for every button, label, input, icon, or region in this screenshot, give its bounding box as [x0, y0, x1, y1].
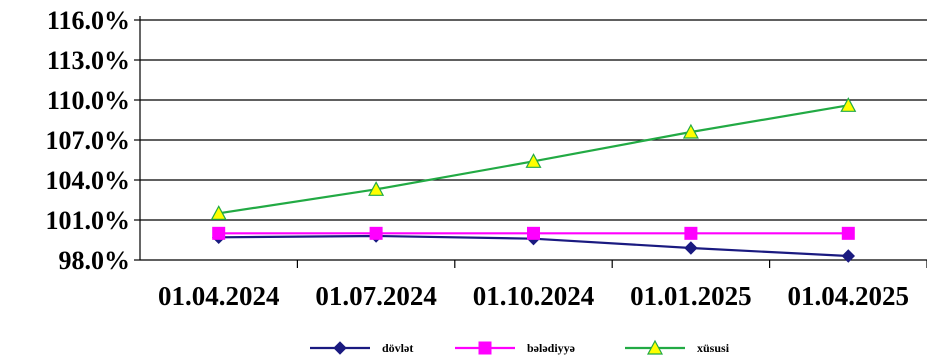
data-point: [368, 181, 385, 196]
legend: dövlət bələdiyyə xüsusi: [310, 339, 730, 355]
data-point: [525, 153, 542, 168]
y-tick-label: 110.0%: [47, 86, 130, 115]
gridlines: [140, 19, 927, 261]
data-point: [369, 226, 383, 240]
y-tick-label: 101.0%: [46, 206, 131, 235]
series-group: [210, 97, 857, 263]
data-point: [684, 226, 698, 240]
series-3: [210, 97, 857, 220]
data-point: [684, 241, 698, 255]
y-tick-label: 98.0%: [59, 246, 131, 275]
legend-label: xüsusi: [697, 341, 730, 355]
x-tick-label: 01.04.2025: [788, 281, 910, 311]
legend-label: dövlət: [382, 341, 413, 355]
y-tick-label: 113.0%: [47, 46, 130, 75]
data-point: [210, 205, 227, 220]
x-axis-ticks: 01.04.2024 01.07.2024 01.10.2024 01.01.2025…: [158, 281, 909, 311]
x-tick-label: 01.07.2024: [315, 281, 437, 311]
legend-label: bələdiyyə: [527, 341, 575, 355]
series-2: [212, 226, 855, 240]
legend-item: xüsusi: [625, 339, 730, 355]
y-axis-ticks: 98.0% 101.0% 104.0% 107.0% 110.0% 113.0% 116.0…: [46, 6, 131, 275]
data-point: [840, 97, 857, 112]
data-point: [841, 226, 855, 240]
x-tick-label: 01.01.2025: [630, 281, 752, 311]
data-point: [682, 123, 699, 139]
y-tick-label: 104.0%: [46, 166, 131, 195]
data-point: [841, 249, 856, 263]
x-tick-label: 01.04.2024: [158, 281, 280, 311]
x-tick-label: 01.10.2024: [473, 281, 595, 311]
axes: [134, 16, 927, 268]
data-point: [212, 226, 226, 240]
y-tick-label: 116.0%: [47, 6, 130, 35]
legend-marker: [646, 339, 664, 355]
y-tick-label: 107.0%: [46, 126, 131, 155]
legend-marker: [478, 341, 492, 355]
legend-marker: [333, 341, 347, 355]
legend-item: bələdiyyə: [455, 341, 575, 355]
data-point: [527, 226, 540, 240]
legend-item: dövlət: [310, 341, 413, 355]
